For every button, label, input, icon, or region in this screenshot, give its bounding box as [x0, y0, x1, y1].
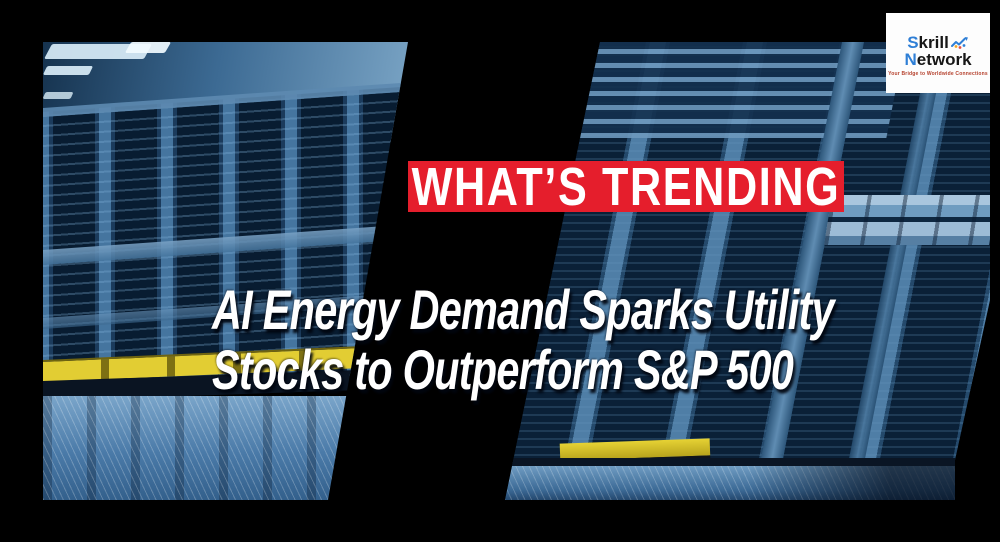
logo-word-rest: etwork — [916, 50, 972, 69]
logo-word-rest: krill — [918, 33, 949, 52]
skrill-network-logo: Skrill Network Your Bridge to Worldwide … — [886, 13, 990, 93]
logo-wordmark-line2: Network — [904, 51, 971, 68]
headline-line-2: Stocks to Outperform S&P 500 — [212, 338, 794, 401]
glossy-floor-right — [505, 466, 990, 500]
logo-word-network: Network — [904, 51, 971, 68]
headline: AI Energy Demand Sparks Utility Stocks t… — [212, 280, 1000, 400]
logo-word-skrill: Skrill — [907, 34, 949, 51]
rack-sled-rail — [824, 195, 990, 245]
ceiling-light — [43, 92, 74, 99]
logo-initial: S — [907, 33, 919, 52]
headline-line-1: AI Energy Demand Sparks Utility — [212, 278, 835, 341]
ceiling-light — [124, 42, 172, 53]
logo-initial: N — [904, 50, 917, 69]
logo-tagline: Your Bridge to Worldwide Connections — [888, 71, 988, 77]
trend-chart-icon — [950, 37, 968, 49]
logo-wordmark-line1: Skrill — [907, 34, 969, 51]
ceiling-light — [43, 66, 94, 75]
banner-label: WHAT’S TRENDING — [411, 156, 841, 217]
whats-trending-banner: WHAT’S TRENDING — [408, 156, 844, 217]
glossy-floor-left — [43, 396, 408, 500]
